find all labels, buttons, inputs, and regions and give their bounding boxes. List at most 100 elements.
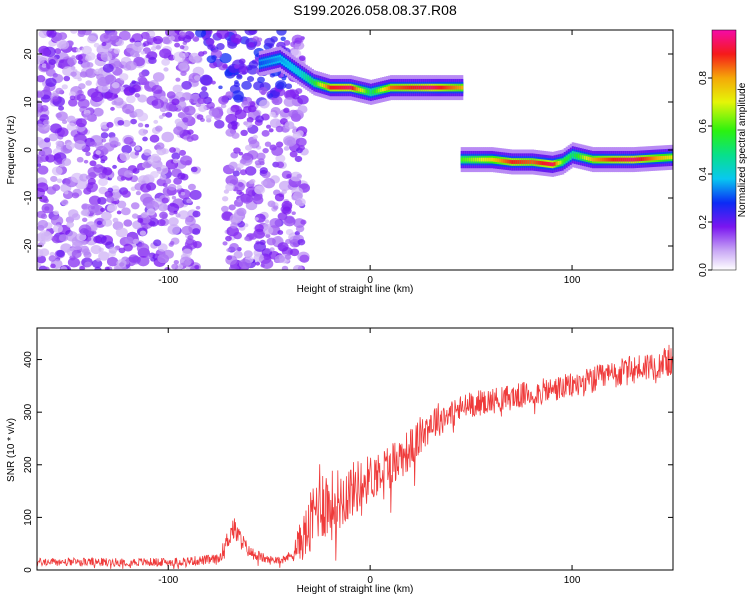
heatmap-cell xyxy=(171,263,179,270)
heatmap-cell xyxy=(392,85,395,90)
heatmap-cell xyxy=(254,217,259,221)
heatmap-cell xyxy=(379,88,383,92)
heatmap-cell xyxy=(204,30,213,36)
heatmap-cell xyxy=(216,30,230,39)
heatmap-cell xyxy=(563,158,567,163)
heatmap-cell xyxy=(456,85,460,90)
heatmap-cell xyxy=(205,37,215,46)
heatmap-cell xyxy=(545,161,549,166)
colorbar-ticks: 0.0 0.2 0.4 0.6 0.8 xyxy=(698,71,712,277)
heatmap-cell xyxy=(243,250,253,258)
heatmap-cell xyxy=(539,161,543,165)
y-tick-label: 0 xyxy=(23,147,34,153)
heatmap-cell xyxy=(226,248,231,252)
heatmap-cell xyxy=(79,71,88,78)
heatmap-cell xyxy=(58,234,69,242)
heatmap-cell xyxy=(98,186,108,195)
heatmap-cell xyxy=(432,85,436,90)
heatmap-cell xyxy=(53,210,59,216)
heatmap-cell xyxy=(76,93,86,102)
heatmap-cell xyxy=(258,158,265,164)
heatmap-cell xyxy=(239,169,247,176)
heatmap-cell xyxy=(87,88,99,98)
heatmap-cell xyxy=(281,265,289,270)
heatmap-cell xyxy=(503,159,506,163)
heatmap-cell xyxy=(650,156,654,161)
heatmap-cell xyxy=(119,152,131,162)
heatmap-cell xyxy=(150,46,157,51)
heatmap-cell xyxy=(129,38,135,43)
heatmap-cell xyxy=(305,75,308,80)
x-tick-label: -100 xyxy=(158,575,178,586)
heatmap-cell xyxy=(242,152,252,161)
heatmap-cell xyxy=(240,129,248,137)
heatmap-cell xyxy=(317,82,320,86)
heatmap-cell xyxy=(293,66,296,71)
heatmap-cell xyxy=(155,142,165,150)
heatmap-cell xyxy=(284,254,292,260)
heatmap-cell xyxy=(371,90,375,94)
heatmap-cell xyxy=(264,219,270,224)
heatmap-cell xyxy=(583,155,587,160)
heatmap-cell xyxy=(75,54,83,61)
heatmap-cell xyxy=(54,48,62,54)
heatmap-cell xyxy=(450,85,454,90)
heatmap-cell xyxy=(144,123,150,128)
heatmap-cell xyxy=(238,58,246,65)
heatmap-cell xyxy=(41,203,54,214)
heatmap-cell xyxy=(137,94,148,103)
heatmap-cell xyxy=(142,136,148,142)
heatmap-cell xyxy=(585,156,589,161)
heatmap-cell xyxy=(192,228,201,235)
heatmap-cell xyxy=(237,163,244,169)
heatmap-cell xyxy=(222,241,228,246)
heatmap-cell xyxy=(515,160,518,164)
heatmap-cell xyxy=(283,97,296,107)
heatmap-cell xyxy=(186,198,192,204)
heatmap-cell xyxy=(474,157,478,162)
heatmap-cell xyxy=(162,249,174,260)
heatmap-cell xyxy=(187,183,196,191)
heatmap-cell xyxy=(190,166,198,173)
heatmap-cell xyxy=(111,185,120,193)
heatmap-cell xyxy=(56,250,65,258)
heatmap-cell xyxy=(283,146,290,151)
heatmap-cell xyxy=(501,158,504,163)
heatmap-cell xyxy=(460,85,464,90)
heatmap-cell xyxy=(196,114,204,120)
heatmap-cell xyxy=(614,157,617,162)
heatmap-cell xyxy=(100,207,106,212)
heatmap-cell xyxy=(620,157,623,162)
heatmap-cell xyxy=(327,85,331,89)
heatmap-cell xyxy=(171,98,180,106)
heatmap-cell xyxy=(71,213,81,221)
heatmap-cell xyxy=(638,157,641,162)
heatmap-cell xyxy=(122,103,135,115)
heatmap-cell xyxy=(134,93,141,98)
heatmap-cell xyxy=(276,30,287,36)
heatmap-cell xyxy=(113,48,121,54)
heatmap-cell xyxy=(329,85,333,90)
heatmap-cell xyxy=(267,93,274,98)
heatmap-cell xyxy=(245,121,253,128)
heatmap-cell xyxy=(375,89,379,93)
heatmap-cell xyxy=(50,175,58,183)
heatmap-cell xyxy=(589,157,593,162)
heatmap-cell xyxy=(233,250,243,259)
heatmap-cell xyxy=(118,30,131,41)
heatmap-cell xyxy=(37,165,49,175)
heatmap-cell xyxy=(264,37,276,47)
heatmap-cell xyxy=(190,109,196,115)
heatmap-cell xyxy=(628,157,631,162)
heatmap-cell xyxy=(106,205,116,213)
heatmap-cell xyxy=(161,36,171,45)
heatmap-cell xyxy=(277,230,284,235)
heatmap-cell xyxy=(351,86,355,90)
colorbar-tick-label: 0.0 xyxy=(698,263,709,277)
heatmap-cell xyxy=(195,205,201,210)
heatmap-cell xyxy=(106,196,115,203)
heatmap-cell xyxy=(666,155,670,160)
heatmap-cell xyxy=(486,157,490,162)
heatmap-cell xyxy=(276,161,285,169)
heatmap-cell xyxy=(244,166,257,176)
